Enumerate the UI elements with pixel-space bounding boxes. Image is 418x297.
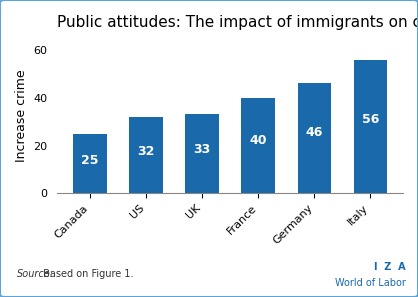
Text: I  Z  A: I Z A (374, 262, 405, 272)
Text: 56: 56 (362, 113, 379, 126)
Bar (185, 114, 219, 193)
Bar (242, 98, 275, 193)
Text: 25: 25 (81, 154, 99, 167)
Text: Source:: Source: (17, 269, 54, 279)
Text: 46: 46 (306, 126, 323, 139)
Text: 33: 33 (194, 143, 211, 157)
Bar (298, 83, 331, 193)
Text: Public attitudes: The impact of immigrants on crime (%): Public attitudes: The impact of immigran… (57, 15, 418, 30)
Text: World of Labor: World of Labor (334, 278, 405, 288)
Bar (73, 134, 107, 193)
Bar (354, 60, 387, 193)
Text: 40: 40 (250, 134, 267, 147)
Text: 32: 32 (138, 145, 155, 158)
Bar (129, 117, 163, 193)
Text: Based on Figure 1.: Based on Figure 1. (40, 269, 133, 279)
Y-axis label: Increase crime: Increase crime (15, 69, 28, 162)
